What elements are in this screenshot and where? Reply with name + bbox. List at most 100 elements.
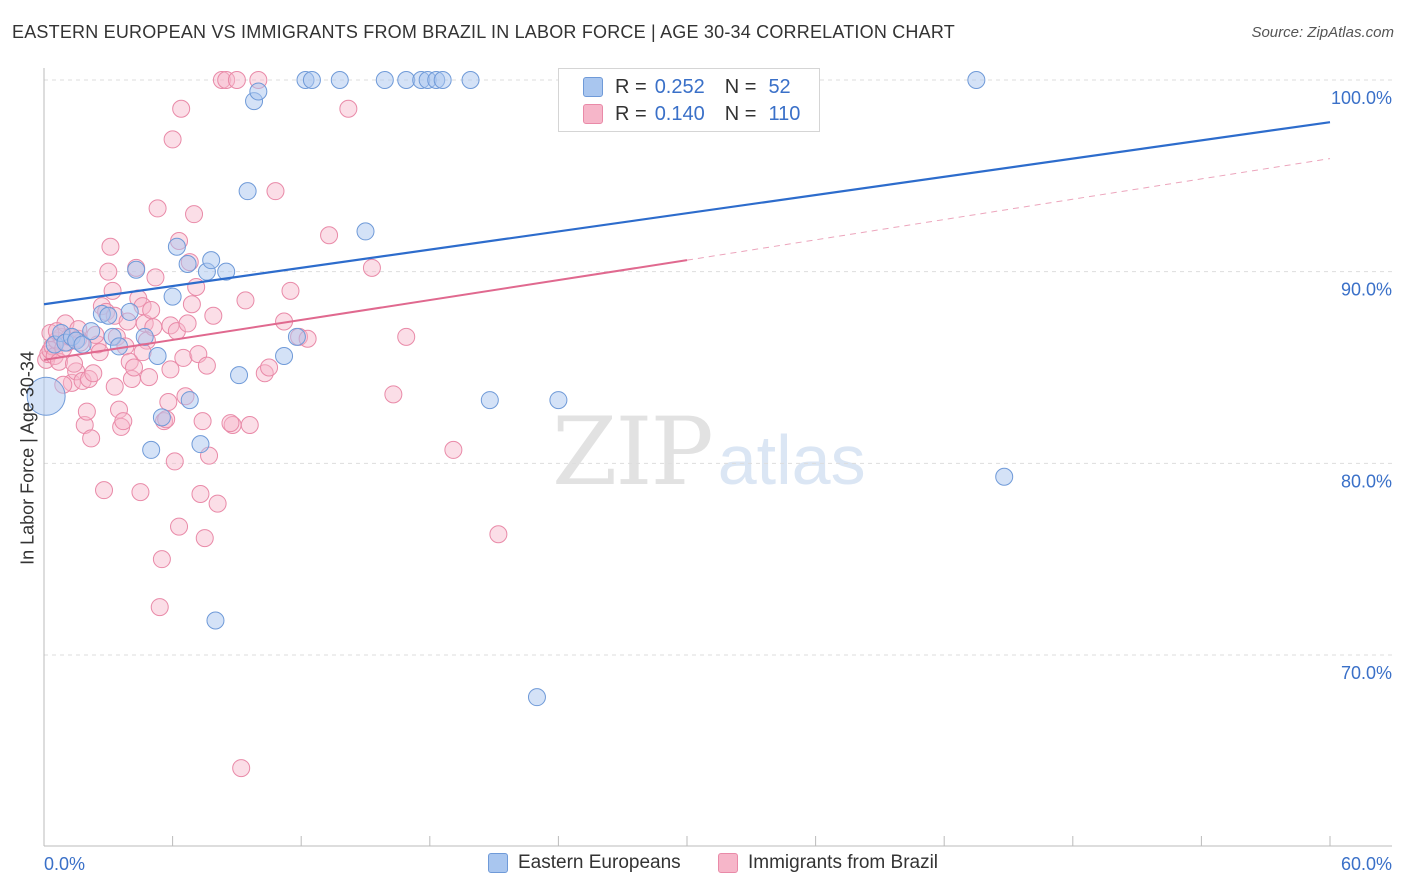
brazil-point xyxy=(73,371,92,390)
brazil-point xyxy=(281,281,300,300)
eastern-european-point xyxy=(375,71,394,89)
legend-r-label: R = xyxy=(615,102,647,125)
eastern-european-point xyxy=(180,391,199,410)
legend-n-label: N = xyxy=(724,102,757,125)
brazil-point xyxy=(191,485,210,503)
brazil-point xyxy=(204,306,223,325)
brazil-point xyxy=(161,360,180,379)
brazil-point xyxy=(208,494,227,513)
x-tick-label: 0.0% xyxy=(44,854,85,874)
eastern-european-point xyxy=(287,327,306,346)
brazil-point xyxy=(266,182,285,201)
brazil-point xyxy=(146,268,165,287)
eastern-european-point xyxy=(26,376,66,416)
legend-swatch-pink xyxy=(583,104,603,124)
eastern-european-point xyxy=(99,306,118,325)
correlation-legend: R = 0.252 N = 52 R = 0.140 N = 110 xyxy=(558,68,820,132)
eastern-european-point xyxy=(275,347,294,365)
eastern-european-point xyxy=(206,611,225,630)
brazil-point xyxy=(227,71,246,89)
brazil-point xyxy=(174,348,193,367)
eastern-european-point xyxy=(142,440,161,459)
brazil-trendline xyxy=(43,259,688,361)
brazil-point xyxy=(65,354,84,373)
eastern-european-point xyxy=(480,391,499,410)
eastern-european-point xyxy=(127,260,146,279)
legend-n-value: 110 xyxy=(768,102,801,125)
brazil-point xyxy=(159,393,178,411)
brazil-point xyxy=(150,598,169,617)
brazil-point xyxy=(84,364,103,383)
brazil-point xyxy=(193,412,212,431)
y-tick-label: 100.0% xyxy=(1331,88,1392,108)
brazil-point xyxy=(165,452,184,471)
brazil-point xyxy=(148,199,167,218)
eastern-european-point xyxy=(148,347,167,365)
brazil-point xyxy=(185,205,204,224)
eastern-european-point xyxy=(82,322,101,341)
brazil-point xyxy=(362,258,381,277)
brazil-point xyxy=(114,412,133,431)
legend-n-value: 52 xyxy=(768,75,791,98)
y-tick-label: 70.0% xyxy=(1341,663,1392,683)
brazil-point xyxy=(105,377,124,396)
eastern-european-point xyxy=(549,391,568,410)
brazil-point xyxy=(197,356,216,375)
brazil-point xyxy=(82,429,101,448)
legend-row-immigrants-brazil: R = 0.140 N = 110 xyxy=(583,102,800,126)
series-legend-label: Immigrants from Brazil xyxy=(748,852,939,873)
eastern-european-point xyxy=(152,408,171,427)
eastern-european-point xyxy=(191,435,210,454)
legend-swatch-blue xyxy=(583,77,603,97)
y-tick-label: 90.0% xyxy=(1341,280,1392,300)
eastern-european-point xyxy=(461,71,480,89)
brazil-point xyxy=(125,358,144,377)
brazil-point xyxy=(152,550,171,569)
brazil-point xyxy=(217,71,236,89)
eastern-european-point xyxy=(217,262,236,281)
legend-r-value: 0.252 xyxy=(654,75,705,98)
legend-r-label: R = xyxy=(615,75,647,98)
brazil-point xyxy=(397,327,416,346)
eastern-european-point xyxy=(527,688,546,707)
brazil-point xyxy=(99,262,118,281)
eastern-european-point xyxy=(202,251,221,270)
eastern-european-point xyxy=(163,287,182,306)
eastern-european-point xyxy=(356,222,375,241)
brazil-point xyxy=(232,759,251,778)
brazil-point xyxy=(142,301,161,319)
brazil-point xyxy=(131,483,150,502)
brazil-point xyxy=(110,400,129,419)
brazil-point xyxy=(95,481,114,500)
brazil-point xyxy=(103,281,122,300)
series-legend: Eastern Europeans Immigrants from Brazil xyxy=(0,852,1406,878)
eastern-european-point xyxy=(967,71,986,89)
eastern-european-point xyxy=(230,366,249,385)
brazil-point xyxy=(339,99,358,118)
brazil-trendline-extension xyxy=(686,158,1331,261)
eastern-european-point xyxy=(249,82,268,101)
brazil-point xyxy=(101,237,120,256)
x-tick-label: 60.0% xyxy=(1341,854,1392,874)
eastern-european-point xyxy=(433,71,452,89)
brazil-point xyxy=(489,525,508,544)
brazil-point xyxy=(195,529,214,548)
eastern-europeans-trendline xyxy=(43,121,1331,306)
brazil-point xyxy=(172,99,191,118)
eastern-european-point xyxy=(330,71,349,89)
brazil-point xyxy=(260,358,279,377)
y-tick-label: 80.0% xyxy=(1341,471,1392,491)
legend-n-label: N = xyxy=(724,75,757,98)
brazil-point xyxy=(221,414,240,433)
brazil-point xyxy=(212,71,231,89)
chart-source: Source: ZipAtlas.com xyxy=(1251,24,1394,41)
series-legend-label: Eastern Europeans xyxy=(518,852,681,873)
brazil-point xyxy=(240,416,259,434)
eastern-european-point xyxy=(238,182,257,201)
series-legend-immigrants-brazil[interactable]: Immigrants from Brazil xyxy=(718,852,938,874)
eastern-european-point xyxy=(120,302,139,321)
eastern-european-point xyxy=(178,255,197,273)
series-legend-eastern-europeans[interactable]: Eastern Europeans xyxy=(488,852,681,874)
eastern-european-point xyxy=(135,327,154,346)
brazil-point xyxy=(163,130,182,149)
